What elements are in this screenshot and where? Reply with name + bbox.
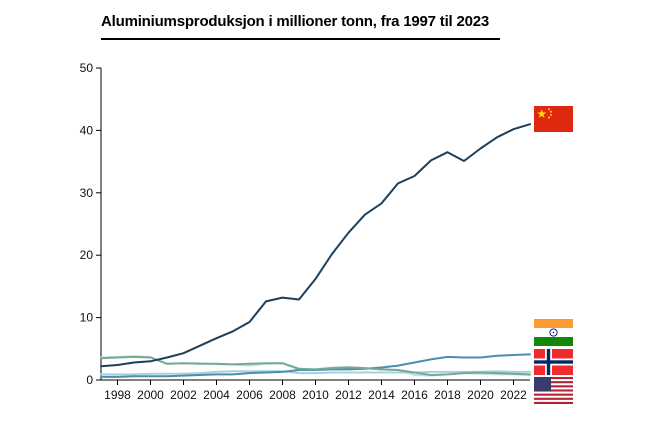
y-tick-label: 10 — [80, 311, 94, 325]
chart-title: Aluminiumsproduksjon i millioner tonn, f… — [101, 13, 490, 30]
usa-flag-stripe — [534, 397, 573, 400]
norway-flag-icon — [534, 349, 573, 375]
x-tick-label: 2000 — [137, 388, 164, 402]
x-tick-label: 2008 — [269, 388, 296, 402]
series-line-norway — [100, 370, 531, 376]
usa-flag-stripe — [534, 389, 573, 392]
x-tick-label: 2022 — [500, 388, 527, 402]
series-line-china — [100, 123, 531, 368]
y-tick-label: 0 — [86, 373, 93, 387]
x-tick-label: 1998 — [104, 388, 131, 402]
x-tick-label: 2014 — [368, 388, 395, 402]
usa-flag-stripe — [534, 381, 573, 384]
y-tick-label: 20 — [80, 248, 94, 262]
usa-flag-stripe — [534, 385, 573, 388]
x-tick-label: 2006 — [236, 388, 263, 402]
x-tick-label: 2004 — [203, 388, 230, 402]
x-tick-label: 2020 — [467, 388, 494, 402]
x-tick-label: 2010 — [302, 388, 329, 402]
series-lines — [100, 123, 531, 378]
china-flag-icon — [534, 106, 573, 132]
usa-flag-icon — [534, 377, 573, 404]
y-tick-label: 50 — [80, 61, 94, 75]
x-tick-label: 2016 — [401, 388, 428, 402]
india-flag-icon — [534, 319, 573, 346]
usa-flag-stripe — [534, 393, 573, 396]
axes: 0 10 20 30 40 50 1998 2000 2002 2004 2006 2008 2010 2… — [80, 61, 530, 402]
x-tick-label: 2012 — [335, 388, 362, 402]
x-tick-label: 2002 — [170, 388, 197, 402]
title-rule — [101, 38, 500, 40]
x-tick-label: 2018 — [434, 388, 461, 402]
usa-flag-stripe — [534, 377, 573, 380]
series-line-russia — [100, 355, 531, 376]
y-tick-label: 30 — [80, 186, 94, 200]
y-tick-label: 40 — [80, 123, 94, 137]
usa-flag-stripe — [534, 401, 573, 404]
